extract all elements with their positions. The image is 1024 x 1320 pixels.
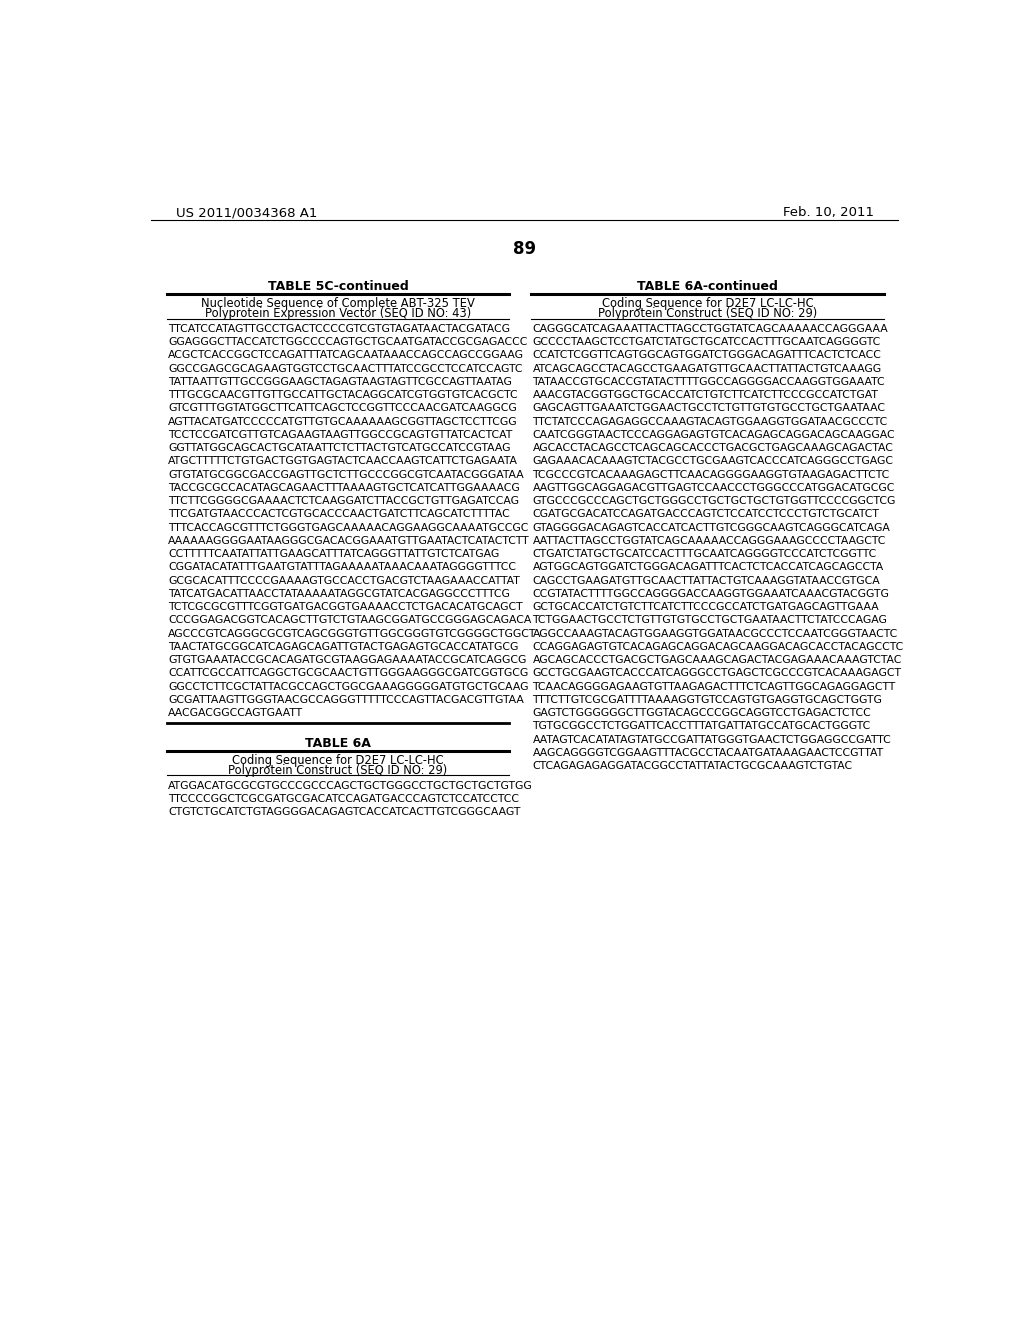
- Text: Polyprotein Construct (SEQ ID NO: 29): Polyprotein Construct (SEQ ID NO: 29): [228, 763, 447, 776]
- Text: GAGCAGTTGAAATCTGGAACTGCCTCTGTTGTGTGCCTGCTGAATAAC: GAGCAGTTGAAATCTGGAACTGCCTCTGTTGTGTGCCTGC…: [532, 404, 886, 413]
- Text: 89: 89: [513, 240, 537, 257]
- Text: GAGAAACACAAAGTCTACGCCTGCGAAGTCACCCATCAGGGCCTGAGC: GAGAAACACAAAGTCTACGCCTGCGAAGTCACCCATCAGG…: [532, 457, 894, 466]
- Text: Nucleotide Sequence of Complete ABT-325 TEV: Nucleotide Sequence of Complete ABT-325 …: [201, 297, 475, 310]
- Text: GCGCACATTTCCCCGAAAAGTGCCACCTGACGTCTAAGAAACCATTAT: GCGCACATTTCCCCGAAAAGTGCCACCTGACGTCTAAGAA…: [168, 576, 520, 586]
- Text: AACGACGGCCAGTGAATT: AACGACGGCCAGTGAATT: [168, 708, 303, 718]
- Text: GGTTATGGCAGCACTGCATAATTCTCTTACTGTCATGCCATCCGTAAG: GGTTATGGCAGCACTGCATAATTCTCTTACTGTCATGCCA…: [168, 444, 511, 453]
- Text: GCGATTAAGTTGGGTAACGCCAGGGTTTTTCCCAGTTACGACGTTGTAA: GCGATTAAGTTGGGTAACGCCAGGGTTTTTCCCAGTTACG…: [168, 694, 524, 705]
- Text: GAGTCTGGGGGGCTTGGTACAGCCCGGCAGGTCCTGAGACTCTCC: GAGTCTGGGGGGCTTGGTACAGCCCGGCAGGTCCTGAGAC…: [532, 708, 871, 718]
- Text: CCAGGAGAGTGTCACAGAGCAGGACAGCAAGGACAGCACCTACAGCCTC: CCAGGAGAGTGTCACAGAGCAGGACAGCAAGGACAGCACC…: [532, 642, 904, 652]
- Text: CCTTTTTCAATATTATTGAAGCATTTATCAGGGTTATTGTCTCATGAG: CCTTTTTCAATATTATTGAAGCATTTATCAGGGTTATTGT…: [168, 549, 500, 560]
- Text: CAGCCTGAAGATGTTGCAACTTATTACTGTCAAAGGTATAACCGTGCA: CAGCCTGAAGATGTTGCAACTTATTACTGTCAAAGGTATA…: [532, 576, 881, 586]
- Text: TGTGCGGCCTCTGGATTCACCTTTATGATTATGCCATGCACTGGGTC: TGTGCGGCCTCTGGATTCACCTTTATGATTATGCCATGCA…: [532, 721, 870, 731]
- Text: Polyprotein Construct (SEQ ID NO: 29): Polyprotein Construct (SEQ ID NO: 29): [598, 308, 817, 319]
- Text: GTGCCCGCCCAGCTGCTGGGCCTGCTGCTGCTGTGGTTCCCCGGCTCG: GTGCCCGCCCAGCTGCTGGGCCTGCTGCTGCTGTGGTTCC…: [532, 496, 896, 506]
- Text: GGAGGGCTTACCATCTGGCCCCAGTGCTGCAATGATACCGCGAGACCC: GGAGGGCTTACCATCTGGCCCCAGTGCTGCAATGATACCG…: [168, 337, 527, 347]
- Text: TACCGCGCCACATAGCAGAACTTTAAAAGTGCTCATCATTGGAAAACG: TACCGCGCCACATAGCAGAACTTTAAAAGTGCTCATCATT…: [168, 483, 520, 492]
- Text: AAACGTACGGTGGCTGCACCATCTGTCTTCATCTTCCCGCCATCTGAT: AAACGTACGGTGGCTGCACCATCTGTCTTCATCTTCCCGC…: [532, 391, 879, 400]
- Text: Polyprotein Expression Vector (SEQ ID NO: 43): Polyprotein Expression Vector (SEQ ID NO…: [205, 308, 471, 319]
- Text: CTGATCTATGCTGCATCCACTTTGCAATCAGGGGTCCCATCTCGGTTC: CTGATCTATGCTGCATCCACTTTGCAATCAGGGGTCCCAT…: [532, 549, 877, 560]
- Text: TATCATGACATTAACCTATAAAAATAGGCGTATCACGAGGCCCTTTCG: TATCATGACATTAACCTATAAAAATAGGCGTATCACGAGG…: [168, 589, 510, 599]
- Text: AGTTACATGATCCCCCATGTTGTGCAAAAAAGCGGTTAGCTCCTTCGG: AGTTACATGATCCCCCATGTTGTGCAAAAAAGCGGTTAGC…: [168, 417, 518, 426]
- Text: AAGCAGGGGTCGGAAGTTTACGCCTACAATGATAAAGAACTCCGTTAT: AAGCAGGGGTCGGAAGTTTACGCCTACAATGATAAAGAAC…: [532, 747, 884, 758]
- Text: TTTGCGCAACGTTGTTGCCATTGCTACAGGCATCGTGGTGTCACGCTC: TTTGCGCAACGTTGTTGCCATTGCTACAGGCATCGTGGTG…: [168, 391, 518, 400]
- Text: ACGCTCACCGGCTCCAGATTTATCAGCAATAAACCAGCCAGCCGGAAG: ACGCTCACCGGCTCCAGATTTATCAGCAATAAACCAGCCA…: [168, 350, 524, 360]
- Text: GGCCGAGCGCAGAAGTGGTCCTGCAACTTTATCCGCCTCCATCCAGTC: GGCCGAGCGCAGAAGTGGTCCTGCAACTTTATCCGCCTCC…: [168, 364, 523, 374]
- Text: CTGTCTGCATCTGTAGGGGACAGAGTCACCATCACTTGTCGGGCAAGT: CTGTCTGCATCTGTAGGGGACAGAGTCACCATCACTTGTC…: [168, 807, 520, 817]
- Text: Coding Sequence for D2E7 LC-LC-HC: Coding Sequence for D2E7 LC-LC-HC: [232, 754, 443, 767]
- Text: TTTCTTGTCGCGATTTTAAAAGGTGTCCAGTGTGAGGTGCAGCTGGTG: TTTCTTGTCGCGATTTTAAAAGGTGTCCAGTGTGAGGTGC…: [532, 694, 883, 705]
- Text: TTCCCCGGCTCGCGATGCGACATCCAGATGACCCAGTCTCCATCCTCC: TTCCCCGGCTCGCGATGCGACATCCAGATGACCCAGTCTC…: [168, 793, 519, 804]
- Text: TCTCGCGCGTTTCGGTGATGACGGTGAAAACCTCTGACACATGCAGCT: TCTCGCGCGTTTCGGTGATGACGGTGAAAACCTCTGACAC…: [168, 602, 523, 612]
- Text: GCTGCACCATCTGTCTTCATCTTCCCGCCATCTGATGAGCAGTTGAAA: GCTGCACCATCTGTCTTCATCTTCCCGCCATCTGATGAGC…: [532, 602, 880, 612]
- Text: TABLE 6A: TABLE 6A: [305, 737, 371, 750]
- Text: TCCTCCGATCGTTGTCAGAAGTAAGTTGGCCGCAGTGTTATCACTCAT: TCCTCCGATCGTTGTCAGAAGTAAGTTGGCCGCAGTGTTA…: [168, 430, 513, 440]
- Text: CCATTCGCCATTCAGGCTGCGCAACTGTTGGGAAGGGCGATCGGTGCG: CCATTCGCCATTCAGGCTGCGCAACTGTTGGGAAGGGCGA…: [168, 668, 528, 678]
- Text: TCAACAGGGGAGAAGTGTTAAGAGACTTTCTCAGTTGGCAGAGGAGCTT: TCAACAGGGGAGAAGTGTTAAGAGACTTTCTCAGTTGGCA…: [532, 681, 896, 692]
- Text: TTCGATGTAACCCACTCGTGCACCCAACTGATCTTCAGCATCTTTTAC: TTCGATGTAACCCACTCGTGCACCCAACTGATCTTCAGCA…: [168, 510, 510, 519]
- Text: GTGTATGCGGCGACCGAGTTGCTCTTGCCCGGCGTCAATACGGGATAA: GTGTATGCGGCGACCGAGTTGCTCTTGCCCGGCGTCAATA…: [168, 470, 524, 479]
- Text: TCGCCCGTCACAAAGAGCTTCAACAGGGGAAGGTGTAAGAGACTTCTC: TCGCCCGTCACAAAGAGCTTCAACAGGGGAAGGTGTAAGA…: [532, 470, 890, 479]
- Text: TATTAATTGTTGCCGGGAAGCTAGAGTAAGTAGTTCGCCAGTTAATAG: TATTAATTGTTGCCGGGAAGCTAGAGTAAGTAGTTCGCCA…: [168, 378, 512, 387]
- Text: GTGTGAAATACCGCACAGATGCGTAAGGAGAAAATACCGCATCAGGCG: GTGTGAAATACCGCACAGATGCGTAAGGAGAAAATACCGC…: [168, 655, 526, 665]
- Text: AATTACTTAGCCTGGTATCAGCAAAAACCAGGGAAAGCCCCTAAGCTC: AATTACTTAGCCTGGTATCAGCAAAAACCAGGGAAAGCCC…: [532, 536, 886, 546]
- Text: GCCTGCGAAGTCACCCATCAGGGCCTGAGCTCGCCCGTCACAAAGAGCT: GCCTGCGAAGTCACCCATCAGGGCCTGAGCTCGCCCGTCA…: [532, 668, 901, 678]
- Text: TTTCACCAGCGTTTCTGGGTGAGCAAAAACAGGAAGGCAAAATGCCGC: TTTCACCAGCGTTTCTGGGTGAGCAAAAACAGGAAGGCAA…: [168, 523, 528, 532]
- Text: AGGCCAAAGTACAGTGGAAGGTGGATAACGCCCTCCAATCGGGTAACTC: AGGCCAAAGTACAGTGGAAGGTGGATAACGCCCTCCAATC…: [532, 628, 898, 639]
- Text: GTAGGGGACAGAGTCACCATCACTTGTCGGGCAAGTCAGGGCATCAGA: GTAGGGGACAGAGTCACCATCACTTGTCGGGCAAGTCAGG…: [532, 523, 891, 532]
- Text: TAACTATGCGGCATCAGAGCAGATTGTACTGAGAGTGCACCATATGCG: TAACTATGCGGCATCAGAGCAGATTGTACTGAGAGTGCAC…: [168, 642, 519, 652]
- Text: ATGGACATGCGCGTGCCCGCCCAGCTGCTGGGCCTGCTGCTGCTGTGG: ATGGACATGCGCGTGCCCGCCCAGCTGCTGGGCCTGCTGC…: [168, 780, 534, 791]
- Text: Coding Sequence for D2E7 LC-LC-HC: Coding Sequence for D2E7 LC-LC-HC: [601, 297, 813, 310]
- Text: TTCATCCATAGTTGCCTGACTCCCCGTCGTGTAGATAACTACGATACG: TTCATCCATAGTTGCCTGACTCCCCGTCGTGTAGATAACT…: [168, 323, 510, 334]
- Text: AGTGGCAGTGGATCTGGGACAGATTTCACTCTCACCATCAGCAGCCTA: AGTGGCAGTGGATCTGGGACAGATTTCACTCTCACCATCA…: [532, 562, 884, 573]
- Text: CGGATACATATTTGAATGTATTTAGAAAAATAAACAAATAGGGGTTTCC: CGGATACATATTTGAATGTATTTAGAAAAATAAACAAATA…: [168, 562, 516, 573]
- Text: AGCACCTACAGCCTCAGCAGCACCCTGACGCTGAGCAAAGCAGACTAC: AGCACCTACAGCCTCAGCAGCACCCTGACGCTGAGCAAAG…: [532, 444, 893, 453]
- Text: TTCTATCCCAGAGAGGCCAAAGTACAGTGGAAGGTGGATAACGCCCTC: TTCTATCCCAGAGAGGCCAAAGTACAGTGGAAGGTGGATA…: [532, 417, 888, 426]
- Text: TTCTTCGGGGCGAAAACTCTCAAGGATCTTACCGCTGTTGAGATCCAG: TTCTTCGGGGCGAAAACTCTCAAGGATCTTACCGCTGTTG…: [168, 496, 519, 506]
- Text: TABLE 5C-continued: TABLE 5C-continued: [267, 280, 409, 293]
- Text: AAAAAAGGGGAATAAGGGCGACACGGAAATGTTGAATACTCATACTCTT: AAAAAAGGGGAATAAGGGCGACACGGAAATGTTGAATACT…: [168, 536, 530, 546]
- Text: Feb. 10, 2011: Feb. 10, 2011: [782, 206, 873, 219]
- Text: ATCAGCAGCCTACAGCCTGAAGATGTTGCAACTTATTACTGTCAAAGG: ATCAGCAGCCTACAGCCTGAAGATGTTGCAACTTATTACT…: [532, 364, 882, 374]
- Text: CCGTATACTTTTGGCCAGGGGACCAAGGTGGAAATCAAACGTACGGTG: CCGTATACTTTTGGCCAGGGGACCAAGGTGGAAATCAAAC…: [532, 589, 890, 599]
- Text: CCATCTCGGTTCAGTGGCAGTGGATCTGGGACAGATTTCACTCTCACC: CCATCTCGGTTCAGTGGCAGTGGATCTGGGACAGATTTCA…: [532, 350, 882, 360]
- Text: AAGTTGGCAGGAGACGTTGAGTCCAACCCTGGGCCCATGGACATGCGC: AAGTTGGCAGGAGACGTTGAGTCCAACCCTGGGCCCATGG…: [532, 483, 895, 492]
- Text: CAATCGGGTAACTCCCAGGAGAGTGTCACAGAGCAGGACAGCAAGGAC: CAATCGGGTAACTCCCAGGAGAGTGTCACAGAGCAGGACA…: [532, 430, 895, 440]
- Text: TCTGGAACTGCCTCTGTTGTGTGCCTGCTGAATAACTTCTATCCCAGAG: TCTGGAACTGCCTCTGTTGTGTGCCTGCTGAATAACTTCT…: [532, 615, 888, 626]
- Text: CTCAGAGAGAGGATACGGCCTATTATACTGCGCAAAGTCTGTAC: CTCAGAGAGAGGATACGGCCTATTATACTGCGCAAAGTCT…: [532, 762, 853, 771]
- Text: AATAGTCACATATAGTATGCCGATTATGGGTGAACTCTGGAGGCCGATTC: AATAGTCACATATAGTATGCCGATTATGGGTGAACTCTGG…: [532, 734, 891, 744]
- Text: CAGGGCATCAGAAATTACTTAGCCTGGTATCAGCAAAAACCAGGGAAA: CAGGGCATCAGAAATTACTTAGCCTGGTATCAGCAAAAAC…: [532, 323, 888, 334]
- Text: CGATGCGACATCCAGATGACCCAGTCTCCATCCTCCCTGTCTGCATCT: CGATGCGACATCCAGATGACCCAGTCTCCATCCTCCCTGT…: [532, 510, 880, 519]
- Text: US 2011/0034368 A1: US 2011/0034368 A1: [176, 206, 317, 219]
- Text: CCCGGAGACGGTCACAGCTTGTCTGTAAGCGGATGCCGGGAGCAGACA: CCCGGAGACGGTCACAGCTTGTCTGTAAGCGGATGCCGGG…: [168, 615, 531, 626]
- Text: TABLE 6A-continued: TABLE 6A-continued: [637, 280, 778, 293]
- Text: GTCGTTTGGTATGGCTTCATTCAGCTCCGGTTCCCAACGATCAAGGCG: GTCGTTTGGTATGGCTTCATTCAGCTCCGGTTCCCAACGA…: [168, 404, 517, 413]
- Text: TATAACCGTGCACCGTATACTTTTGGCCAGGGGACCAAGGTGGAAATC: TATAACCGTGCACCGTATACTTTTGGCCAGGGGACCAAGG…: [532, 378, 885, 387]
- Text: AGCAGCACCCTGACGCTGAGCAAAGCAGACTACGAGAAACAAAGTCTAC: AGCAGCACCCTGACGCTGAGCAAAGCAGACTACGAGAAAC…: [532, 655, 902, 665]
- Text: ATGCTTTTTCTGTGACTGGTGAGTACTCAACCAAGTCATTCTGAGAATA: ATGCTTTTTCTGTGACTGGTGAGTACTCAACCAAGTCATT…: [168, 457, 518, 466]
- Text: GCCCCTAAGCTCCTGATCTATGCTGCATCCACTTTGCAATCAGGGGTC: GCCCCTAAGCTCCTGATCTATGCTGCATCCACTTTGCAAT…: [532, 337, 881, 347]
- Text: GGCCTCTTCGCTATTACGCCAGCTGGCGAAAGGGGGATGTGCTGCAAG: GGCCTCTTCGCTATTACGCCAGCTGGCGAAAGGGGGATGT…: [168, 681, 528, 692]
- Text: AGCCCGTCAGGGCGCGTCAGCGGGTGTTGGCGGGTGTCGGGGCTGGCT: AGCCCGTCAGGGCGCGTCAGCGGGTGTTGGCGGGTGTCGG…: [168, 628, 537, 639]
